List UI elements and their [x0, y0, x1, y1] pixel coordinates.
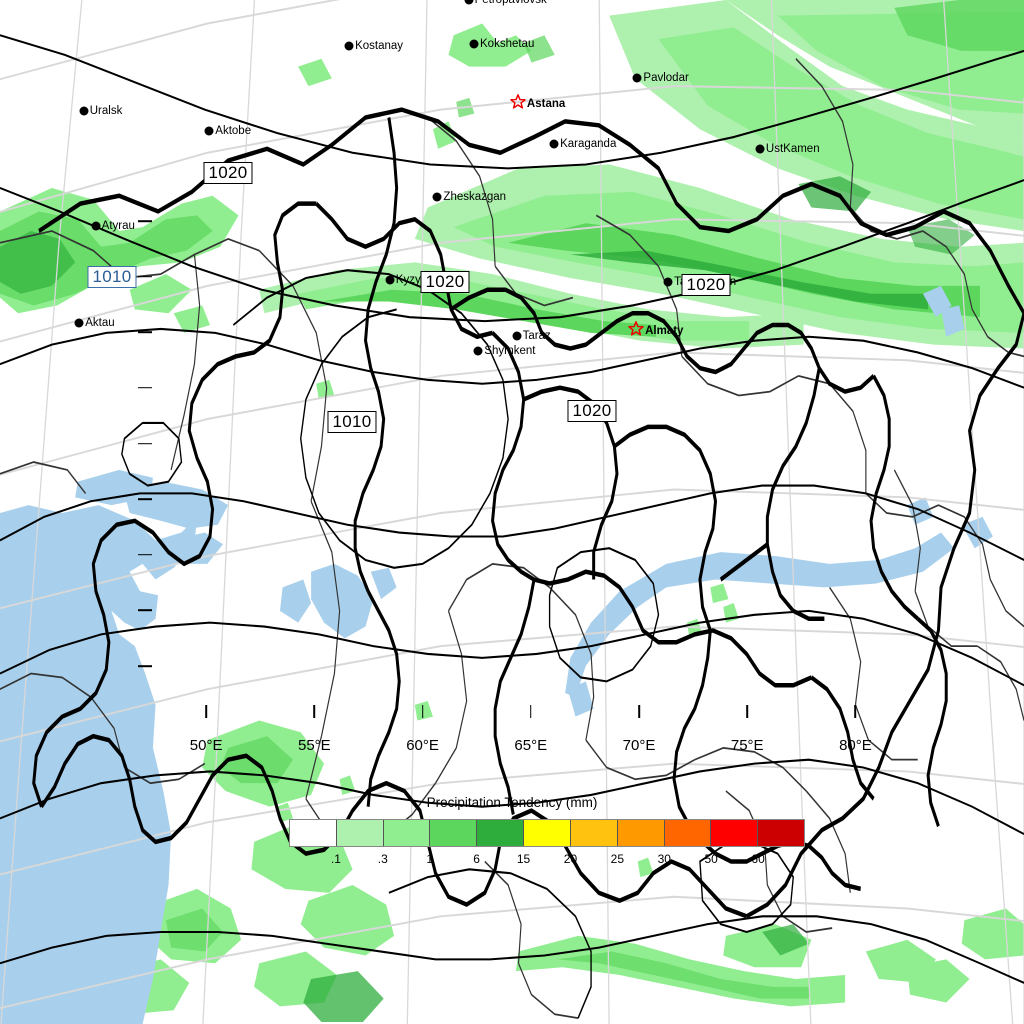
- capital-star-icon: [628, 320, 644, 341]
- longitude-label: 80°E: [839, 737, 872, 754]
- colorbar-segment: [524, 820, 571, 846]
- colorbar-tick-label: 30: [657, 852, 671, 866]
- city-label: Kostanay: [355, 39, 404, 52]
- city-dot-icon: [204, 126, 214, 136]
- city-label: Atyrau: [101, 219, 135, 232]
- colorbar-tick-label: 60: [751, 852, 765, 866]
- city-label: Karaganda: [560, 137, 617, 150]
- colorbar-segment: [383, 820, 431, 846]
- latitude-tick: [138, 553, 152, 556]
- colorbar-segment: [430, 820, 478, 846]
- city-dot-icon: [549, 139, 559, 149]
- latitude-tick: [138, 609, 152, 612]
- city-dot-icon: [473, 346, 483, 356]
- city-dot-icon: [469, 39, 479, 49]
- colorbar-tick-label: .1: [330, 852, 341, 866]
- colorbar-segment: [336, 820, 384, 846]
- isobar-label: 1020: [567, 400, 617, 422]
- city-dot-icon: [385, 275, 395, 285]
- kazakhstan-borders: [32, 107, 1024, 919]
- isobar-label: 1010: [87, 266, 137, 288]
- colorbar-title: Precipitation Tendency (mm): [426, 795, 598, 810]
- longitude-label: 50°E: [189, 737, 223, 754]
- longitude-label: 60°E: [406, 737, 439, 754]
- colorbar-tick-label: 50: [704, 852, 718, 866]
- isobar-label: 1010: [327, 411, 377, 433]
- colorbar-ticks: .1 .3 1 6 15 20 25 30 50 60: [289, 852, 805, 874]
- latitude-tick: [138, 220, 152, 222]
- latitude-tick: [138, 442, 152, 445]
- longitude-label: 65°E: [514, 737, 548, 754]
- city-dot-icon: [432, 192, 442, 202]
- colorbar-tick-label: 6: [473, 852, 480, 866]
- colorbar-segment: [290, 820, 337, 846]
- city-label: Zheskazgan: [443, 191, 507, 204]
- longitude-tick: [529, 705, 532, 718]
- longitude-tick: [421, 705, 424, 718]
- colorbar-segment: [617, 820, 665, 846]
- isobar-label: 1020: [681, 274, 731, 296]
- colorbar-segment: [758, 820, 804, 846]
- longitude-tick: [313, 705, 316, 718]
- colorbar: [289, 819, 805, 847]
- city-dot-icon: [79, 106, 89, 116]
- city-label: Taraz: [522, 329, 551, 342]
- city-dot-icon: [632, 73, 642, 83]
- longitude-label: 70°E: [622, 737, 656, 754]
- city-dot-icon: [74, 318, 84, 328]
- city-dot-icon: [464, 0, 474, 5]
- city-dot-icon: [755, 144, 765, 154]
- longitude-tick: [638, 705, 640, 718]
- latitude-tick: [138, 665, 152, 667]
- capital-star-icon: [510, 94, 526, 115]
- latitude-tick: [138, 498, 152, 500]
- colorbar-segment: [711, 820, 759, 846]
- colorbar-tick-label: 1: [426, 852, 434, 866]
- city-label: Pavlodar: [643, 71, 689, 84]
- city-label: UstKamen: [765, 143, 820, 155]
- city-label: Almaty: [645, 324, 684, 337]
- city-label: Petropavlovsk: [475, 0, 547, 6]
- city-dot-icon: [344, 41, 354, 51]
- colorbar-tick-label: 25: [610, 852, 625, 866]
- city-label: Uralsk: [89, 105, 123, 118]
- city-label: Shymkent: [484, 345, 536, 358]
- longitude-axis: 50°E 55°E 60°E 65°E 70°E 75°E 80°E: [152, 705, 942, 765]
- city-label: Astana: [526, 98, 566, 111]
- latitude-tick: [138, 331, 152, 334]
- city-dot-icon: [663, 277, 673, 287]
- longitude-label: 75°E: [730, 737, 764, 754]
- isobar-label: 1020: [203, 162, 253, 184]
- latitude-tick: [138, 275, 152, 278]
- city-label: Aktobe: [215, 125, 252, 138]
- longitude-tick: [746, 705, 748, 718]
- city-dot-icon: [512, 331, 522, 341]
- city-label: Kokshetau: [480, 38, 535, 51]
- isobars: [0, 34, 1024, 1019]
- city-dot-icon: [91, 221, 101, 231]
- colorbar-segment: [477, 820, 525, 846]
- longitude-label: 55°E: [297, 737, 331, 754]
- colorbar-tick-label: 15: [516, 852, 531, 866]
- city-label: Aktau: [85, 316, 115, 329]
- latitude-tick: [138, 387, 152, 389]
- isobar-label: 1020: [420, 271, 470, 293]
- colorbar-tick-label: 20: [563, 852, 578, 866]
- colorbar-segment: [664, 820, 712, 846]
- water-bodies: [0, 285, 993, 1024]
- longitude-tick: [854, 705, 857, 718]
- colorbar-segment: [570, 820, 618, 846]
- colorbar-tick-label: .3: [377, 852, 388, 866]
- longitude-tick: [205, 705, 207, 718]
